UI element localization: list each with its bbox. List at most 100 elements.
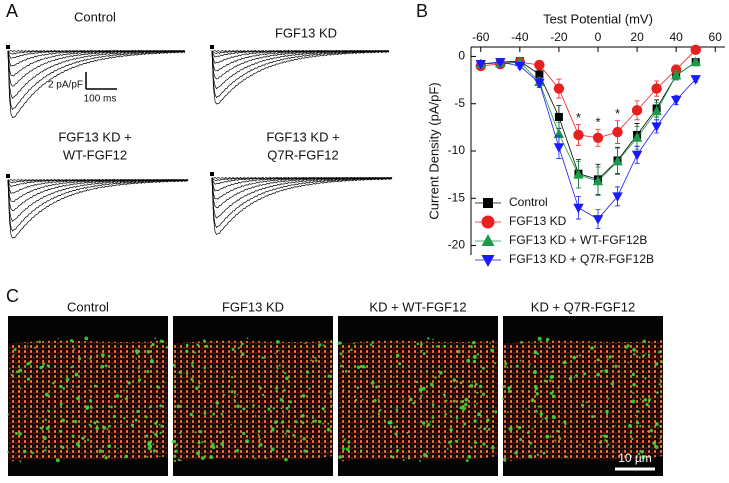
- green-dot: [632, 347, 636, 352]
- y-axis-label: Current Density (pA/pF): [426, 82, 441, 219]
- green-dot: [533, 370, 537, 375]
- image-label: Control: [67, 299, 109, 314]
- green-dot: [321, 407, 325, 411]
- green-dot: [60, 355, 63, 358]
- trace-start: [6, 45, 10, 49]
- green-dot: [361, 364, 366, 369]
- marker: [535, 70, 544, 79]
- green-dot: [76, 386, 79, 388]
- green-dot: [391, 455, 395, 459]
- green-dot: [194, 431, 197, 434]
- green-dot: [327, 422, 330, 425]
- green-dot: [491, 446, 495, 450]
- green-dot: [280, 407, 283, 410]
- image-label: FGF13 KD: [222, 299, 284, 314]
- green-dot: [13, 354, 15, 356]
- green-dot: [412, 401, 416, 405]
- green-dot: [90, 406, 93, 409]
- green-dot: [519, 437, 523, 442]
- green-dot: [275, 390, 277, 392]
- x-tick-label: -60: [472, 30, 490, 44]
- green-dot: [395, 353, 400, 358]
- y-tick-label: -15: [448, 190, 466, 204]
- green-dot: [416, 342, 420, 346]
- green-dot: [261, 356, 264, 359]
- green-dot: [375, 385, 379, 389]
- green-dot: [26, 415, 28, 417]
- green-dot: [598, 359, 600, 362]
- green-dot: [529, 441, 533, 445]
- green-dot: [26, 345, 29, 347]
- green-dot: [541, 418, 544, 421]
- green-dot: [548, 346, 551, 349]
- green-dot: [185, 372, 189, 375]
- green-dot: [371, 341, 374, 345]
- green-dot: [507, 386, 511, 390]
- marker: [573, 129, 584, 141]
- green-dot: [469, 345, 473, 349]
- green-dot: [107, 354, 111, 358]
- green-dot: [436, 345, 439, 348]
- green-dot: [549, 391, 554, 395]
- green-dot: [603, 434, 608, 438]
- green-dot: [549, 379, 552, 383]
- green-dot: [103, 454, 106, 457]
- current-trace: [7, 178, 189, 203]
- green-dot: [356, 386, 360, 389]
- green-dot: [544, 417, 548, 420]
- marker: [481, 215, 495, 229]
- marker: [651, 122, 662, 133]
- green-dot: [418, 387, 423, 392]
- green-dot: [198, 430, 203, 434]
- green-dot: [125, 397, 129, 401]
- green-dot: [327, 374, 331, 378]
- green-dot: [419, 397, 422, 400]
- panel-label: B: [416, 1, 428, 21]
- y-tick-label: 0: [458, 49, 465, 63]
- green-dot: [294, 420, 298, 424]
- green-dot: [88, 389, 91, 392]
- green-dot: [304, 342, 307, 345]
- green-dot: [301, 421, 305, 425]
- green-dot: [59, 402, 63, 406]
- green-dot: [7, 451, 10, 454]
- green-dot: [270, 427, 275, 432]
- green-dot: [246, 337, 249, 339]
- green-dot: [373, 399, 377, 403]
- green-dot: [310, 422, 313, 424]
- green-dot: [231, 347, 235, 351]
- green-dot: [449, 444, 451, 446]
- green-dot: [552, 394, 556, 399]
- green-dot: [533, 350, 538, 355]
- green-dot: [601, 369, 604, 372]
- green-dot: [508, 426, 513, 431]
- green-dot: [469, 384, 474, 388]
- green-dot: [369, 343, 373, 347]
- green-dot: [85, 406, 89, 410]
- green-dot: [326, 427, 331, 432]
- green-dot: [362, 428, 365, 431]
- green-dot: [42, 436, 47, 441]
- marker: [514, 61, 526, 72]
- green-dot: [120, 423, 122, 426]
- green-dot: [331, 404, 334, 406]
- green-dot: [88, 423, 91, 426]
- green-dot: [631, 399, 636, 404]
- marker: [554, 112, 563, 121]
- green-dot: [427, 452, 429, 454]
- green-dot: [163, 381, 165, 384]
- green-dot: [637, 410, 640, 413]
- series-line: [480, 60, 696, 180]
- current-trace: [211, 50, 390, 99]
- marker: [573, 169, 584, 179]
- green-dot: [259, 386, 262, 390]
- green-dot: [649, 435, 652, 438]
- green-dot: [286, 429, 290, 433]
- y-tick-label: -20: [448, 238, 466, 252]
- green-dot: [137, 378, 142, 382]
- green-dot: [38, 340, 41, 343]
- green-dot: [198, 382, 201, 385]
- green-dot: [563, 420, 567, 424]
- green-dot: [233, 392, 236, 395]
- green-dot: [275, 339, 280, 344]
